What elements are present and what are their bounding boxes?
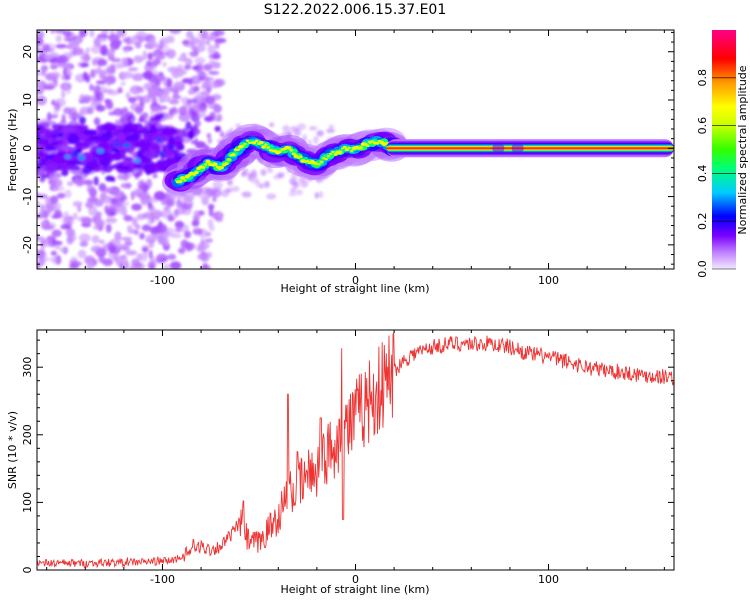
colorbar-tick-label: 0.2 [696,212,709,230]
colorbar-tick-label: 0.4 [696,165,709,183]
spectrogram-image [37,30,674,269]
y-tick-label: -10 [21,188,34,206]
spectrogram-strong-band [386,139,674,158]
colorbar-gradient [712,30,736,269]
x-tick-label: 100 [538,573,559,586]
snr-plot-area [37,332,674,569]
x-tick-label: 100 [538,274,559,287]
x-tick-label: -100 [150,573,175,586]
snr-panel: -100 0 100 0 100 200 300 Height of straight li… [6,329,675,596]
y-tick-label: 0 [21,145,34,152]
y-tick-label: 300 [21,357,34,378]
x-tick-label: 0 [352,573,359,586]
y-tick-label: -20 [21,236,34,254]
colorbar-label: Normalized spectral amplitude [736,65,749,234]
x-tick-label: -100 [150,274,175,287]
y-tick-label: 100 [21,492,34,513]
y-tick-label: 10 [21,93,34,107]
spectrogram-frame [36,29,675,270]
figure-title: S122.2022.006.15.37.E01 [264,2,447,18]
y-tick-label: 20 [21,45,34,59]
spectrogram-xlabel: Height of straight line (km) [280,282,429,295]
colorbar-ticks: 0.0 0.2 0.4 0.6 0.8 [696,69,736,278]
snr-ticks: -100 0 100 0 100 200 300 [21,330,674,586]
y-tick-label: 200 [21,424,34,445]
snr-frame [36,329,675,571]
spectrogram-ylabel: Frequency (Hz) [6,109,19,192]
snr-xlabel: Height of straight line (km) [280,583,429,596]
snr-ylabel: SNR (10 * v/v) [6,411,19,489]
colorbar-tick-label: 0.8 [696,69,709,87]
spectrogram-ridge [162,123,411,196]
y-tick-label: 0 [21,567,34,574]
snr-series-line [37,332,674,569]
snr-background [37,330,674,570]
colorbar: 0.0 0.2 0.4 0.6 0.8 Normalized spectral ampl… [696,30,749,278]
colorbar-tick-label: 0.0 [696,260,709,278]
x-tick-label: 0 [352,274,359,287]
colorbar-tick-label: 0.6 [696,117,709,135]
